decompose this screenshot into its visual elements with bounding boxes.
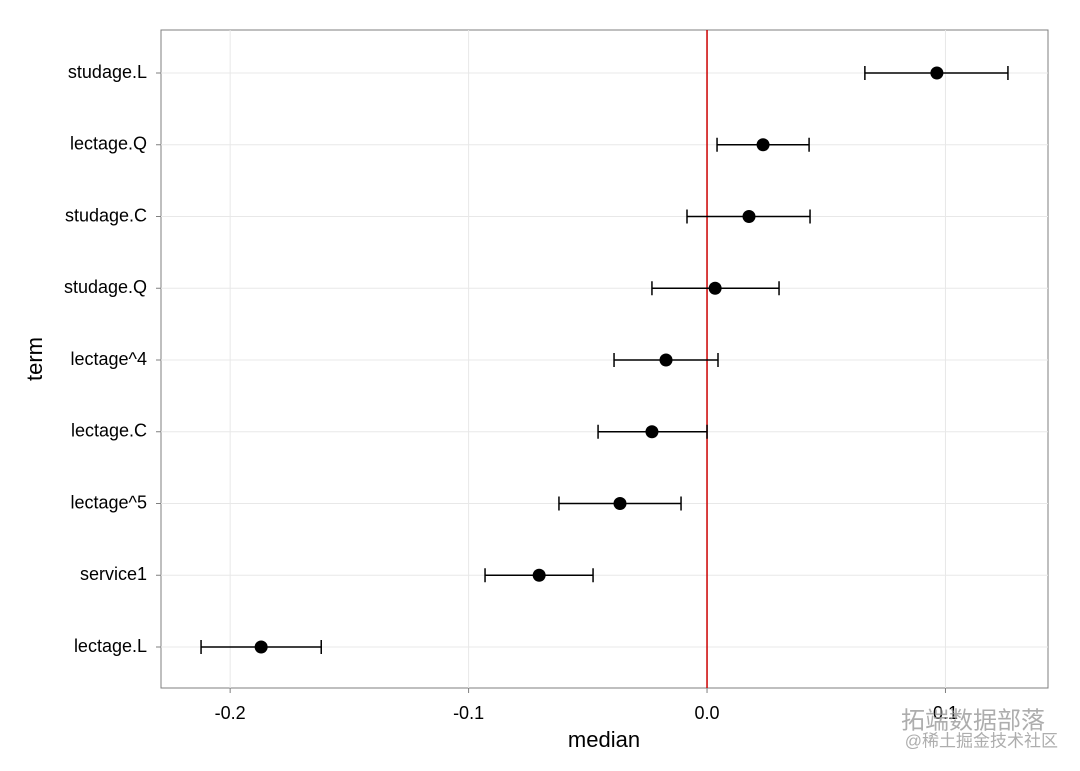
y-axis-label: term xyxy=(22,337,47,381)
watermark: @稀土掘金技术社区 xyxy=(905,731,1058,750)
point xyxy=(930,66,944,80)
y-tick-label: service1 xyxy=(80,564,147,584)
y-tick-label: lectage.C xyxy=(71,421,147,441)
y-tick-label: lectage^5 xyxy=(71,492,148,512)
x-tick-label: -0.1 xyxy=(453,703,484,723)
point xyxy=(254,640,268,654)
point xyxy=(742,210,756,223)
point xyxy=(659,353,673,367)
y-tick-label: lectage^4 xyxy=(71,349,148,369)
y-tick-label: lectage.L xyxy=(74,636,147,656)
point xyxy=(645,425,659,439)
x-tick-label: 0.1 xyxy=(933,703,958,723)
y-tick-label: lectage.Q xyxy=(70,134,147,154)
point xyxy=(532,568,546,582)
x-axis-label: median xyxy=(568,727,640,752)
x-tick-label: -0.2 xyxy=(215,703,246,723)
watermark: 拓端数据部落 xyxy=(901,707,1045,734)
plot-panel xyxy=(160,29,1049,689)
y-tick-label: studage.C xyxy=(65,205,147,225)
point xyxy=(708,281,722,295)
point xyxy=(756,138,770,152)
x-tick-label: 0.0 xyxy=(695,703,720,723)
point xyxy=(613,497,627,510)
y-tick-label: studage.Q xyxy=(64,277,147,297)
y-tick-label: studage.L xyxy=(68,62,147,82)
